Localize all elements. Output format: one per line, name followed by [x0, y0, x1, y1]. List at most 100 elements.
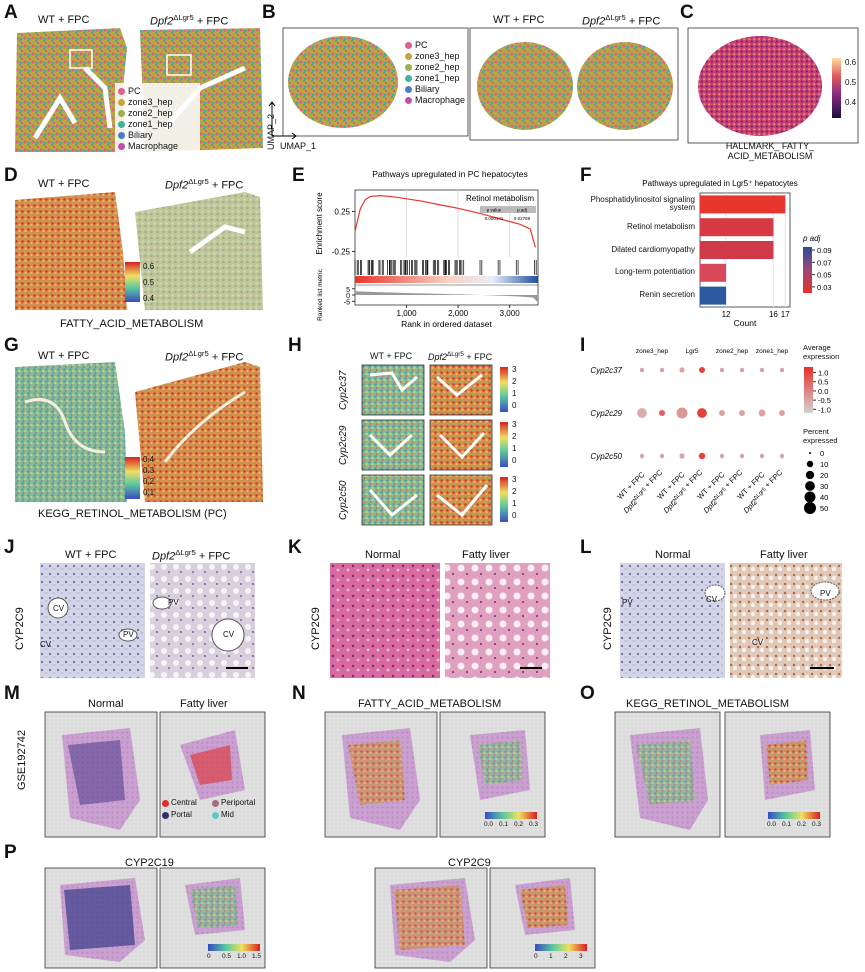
colorbar-label: 0	[207, 953, 211, 960]
legend-swatch	[118, 88, 125, 95]
panel-title: Dpf2ΔLgr5 + FPC	[582, 13, 661, 28]
vessel-label: PV	[820, 589, 831, 598]
panel-title: WT + FPC	[38, 14, 90, 26]
x-label: Count	[734, 318, 757, 328]
dot	[659, 367, 665, 373]
y-tick-label: Renin secretion	[639, 290, 695, 300]
colorbar-label: 0	[512, 456, 517, 465]
spot-maps	[361, 364, 508, 526]
tissue-map	[15, 192, 263, 310]
vessel-label: CV	[223, 630, 235, 639]
x-tick-label: 2,000	[448, 309, 469, 318]
y-label: Ranked list metric	[317, 268, 324, 320]
colorbar	[804, 367, 813, 413]
x-tick-label: 3,000	[500, 309, 521, 318]
panel-title: CYP2C19	[125, 857, 174, 869]
panel-title: Dpf2ΔLgr5 + FPC	[165, 349, 244, 364]
size-label: 0	[820, 449, 824, 458]
panel-letter: N	[292, 683, 306, 704]
legend-swatch	[405, 97, 412, 104]
legend-label: Periportal	[221, 798, 256, 807]
caption: FATTY_ACID_METABOLISM	[60, 318, 204, 330]
size-key	[805, 470, 815, 480]
panel-title: Fatty liver	[462, 549, 510, 561]
colorbar-label: 1.5	[252, 953, 262, 960]
legend-label: zone3_hep	[128, 97, 173, 107]
stats-value: 0.02759	[514, 216, 531, 221]
group-label: Lgr5	[685, 348, 698, 355]
legend-swatch	[212, 812, 219, 819]
size-label: 20	[820, 471, 828, 480]
panel-title: FATTY_ACID_METABOLISM	[358, 698, 502, 710]
colorbar-label: 0	[512, 511, 517, 520]
axis-label: UMAP_1	[280, 141, 317, 151]
stats-header-text: p.adj	[517, 208, 527, 213]
panel-letter: G	[4, 335, 19, 356]
micrographs	[40, 563, 255, 678]
legend-swatch	[118, 143, 125, 150]
colorbar-label: 0.2	[797, 821, 807, 828]
legend-label: zone1_hep	[415, 73, 460, 83]
y-tick-label: 0.25	[334, 208, 350, 217]
legend-label: zone2_hep	[415, 62, 460, 72]
legend-label: Central	[171, 798, 197, 807]
colorbar-label: 0.09	[817, 246, 832, 255]
colorbar-label: 1	[549, 953, 553, 960]
bar	[700, 241, 774, 259]
y-label: CYP2C9	[602, 607, 614, 650]
panel-title: Normal	[655, 549, 691, 561]
stats-header-text: p value	[487, 208, 502, 213]
colorbar-label: 3	[512, 365, 517, 374]
x-tick-label: 1,000	[397, 309, 418, 318]
legend-label: Biliary	[128, 130, 153, 140]
panel-title: WT + FPC	[493, 14, 545, 26]
x-tick-label: 12	[722, 310, 731, 319]
chart-title: Pathways upregulated in PC hepatocytes	[372, 169, 527, 179]
y-tick-label: Cyp2c29	[590, 409, 622, 418]
legend-swatch	[405, 75, 412, 82]
y-tick-label: 5	[346, 287, 350, 294]
panel-letter: B	[262, 2, 276, 23]
panel-title: Normal	[88, 698, 124, 710]
dot	[659, 410, 665, 416]
vessel-label: CV	[706, 595, 718, 604]
legend-label: zone1_hep	[128, 119, 173, 129]
panel-letter: I	[580, 335, 586, 356]
colorbar-label: 0.3	[529, 821, 539, 828]
legend-swatch	[118, 132, 125, 139]
x-tick-label: 17	[781, 310, 790, 319]
bar	[700, 218, 774, 237]
dot	[719, 453, 725, 459]
y-tick-label: Retinol metabolism	[626, 221, 695, 231]
legend-swatch	[162, 812, 169, 819]
size-key	[809, 452, 811, 454]
colorbar-label: 0.5	[845, 78, 857, 87]
colorbar-label: 1	[512, 444, 517, 453]
legend-label: PC	[128, 86, 141, 96]
panel-letter: O	[580, 683, 595, 704]
panel-title: Fatty liver	[180, 698, 228, 710]
panel-title: Dpf2ΔLgr5 + FPC	[150, 13, 229, 28]
vessel-label: CV	[40, 640, 52, 649]
colorbar-label: 1	[512, 389, 517, 398]
size-label: 40	[820, 493, 828, 502]
dot	[739, 367, 745, 373]
y-label: GSE192742	[16, 730, 28, 790]
colorbar-label: 1.0	[818, 369, 828, 378]
colorbar-label: 0.03	[817, 283, 832, 292]
legend-title: Percent expressed	[803, 427, 838, 445]
panel-title: WT + FPC	[38, 178, 90, 190]
colorbar-label: 0.1	[499, 821, 509, 828]
dot	[739, 410, 745, 416]
row-label: Cyp2c50	[338, 480, 349, 520]
colorbar-label: 0.1	[782, 821, 792, 828]
colorbar-label: 2	[564, 953, 568, 960]
y-tick-label: -0.25	[332, 247, 351, 256]
legend-label: Mid	[221, 810, 234, 819]
panel-title: Fatty liver	[760, 549, 808, 561]
colorbar-label: 0.0	[818, 387, 828, 396]
gsea-chart: Pathways upregulated in PC hepatocytes 1,…	[315, 169, 539, 329]
dot	[759, 453, 765, 459]
y-tick-label: -5	[344, 299, 350, 306]
